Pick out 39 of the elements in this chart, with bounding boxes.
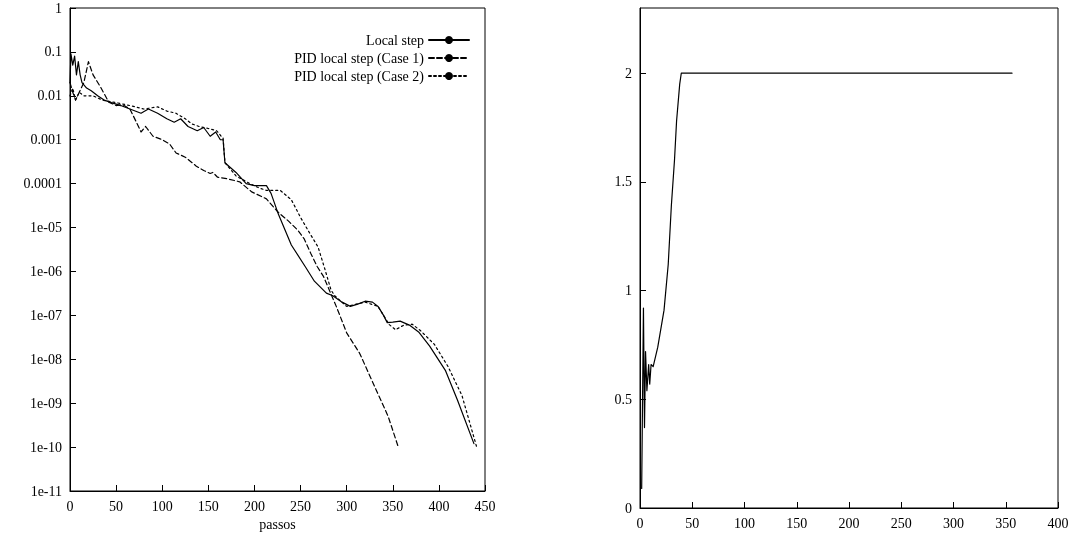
y-tick-label: 0.001 — [30, 132, 62, 148]
x-tick-label: 50 — [109, 498, 124, 514]
x-tick-label: 250 — [290, 498, 312, 514]
x-axis-title: passos — [259, 517, 296, 533]
x-tick-label: 100 — [151, 498, 173, 514]
x-tick-label: 400 — [428, 498, 450, 514]
y-tick-label: 2 — [625, 65, 632, 81]
y-tick-label: 1 — [625, 283, 632, 299]
x-tick-label: 0 — [636, 515, 644, 531]
x-tick-label: 150 — [786, 515, 808, 531]
x-tick-label: 350 — [382, 498, 404, 514]
x-tick-label: 150 — [197, 498, 219, 514]
y-tick-label: 0.0001 — [23, 176, 62, 192]
legend-label: PID local step (Case 2) — [294, 68, 425, 85]
x-tick-label: 300 — [943, 515, 964, 531]
x-tick-label: 100 — [734, 515, 755, 531]
y-tick-label: 1e-08 — [30, 351, 62, 367]
x-tick-label: 300 — [336, 498, 358, 514]
y-tick-label: 1e-07 — [30, 307, 62, 323]
x-tick-label: 450 — [474, 498, 496, 514]
y-tick-label: 1e-05 — [30, 220, 62, 236]
y-tick-label: 1e-06 — [30, 263, 62, 279]
x-tick-label: 0 — [66, 498, 74, 514]
x-tick-label: 200 — [243, 498, 265, 514]
y-tick-label: 1e-11 — [30, 483, 62, 499]
x-tick-label: 200 — [838, 515, 860, 531]
x-tick-label: 250 — [890, 515, 912, 531]
y-tick-label: 1.5 — [614, 174, 632, 190]
y-tick-label: 0.5 — [614, 391, 632, 407]
legend-label: Local step — [366, 32, 424, 48]
y-tick-label: 1e-09 — [30, 395, 62, 411]
y-tick-label: 0.1 — [44, 44, 62, 60]
y-tick-label: 0.01 — [37, 88, 62, 104]
y-tick-label: 1 — [55, 0, 62, 16]
x-tick-label: 350 — [995, 515, 1017, 531]
legend-label: PID local step (Case 1) — [294, 50, 425, 67]
x-tick-label: 50 — [685, 515, 700, 531]
x-tick-label: 400 — [1047, 515, 1069, 531]
y-tick-label: 1e-10 — [30, 439, 62, 455]
